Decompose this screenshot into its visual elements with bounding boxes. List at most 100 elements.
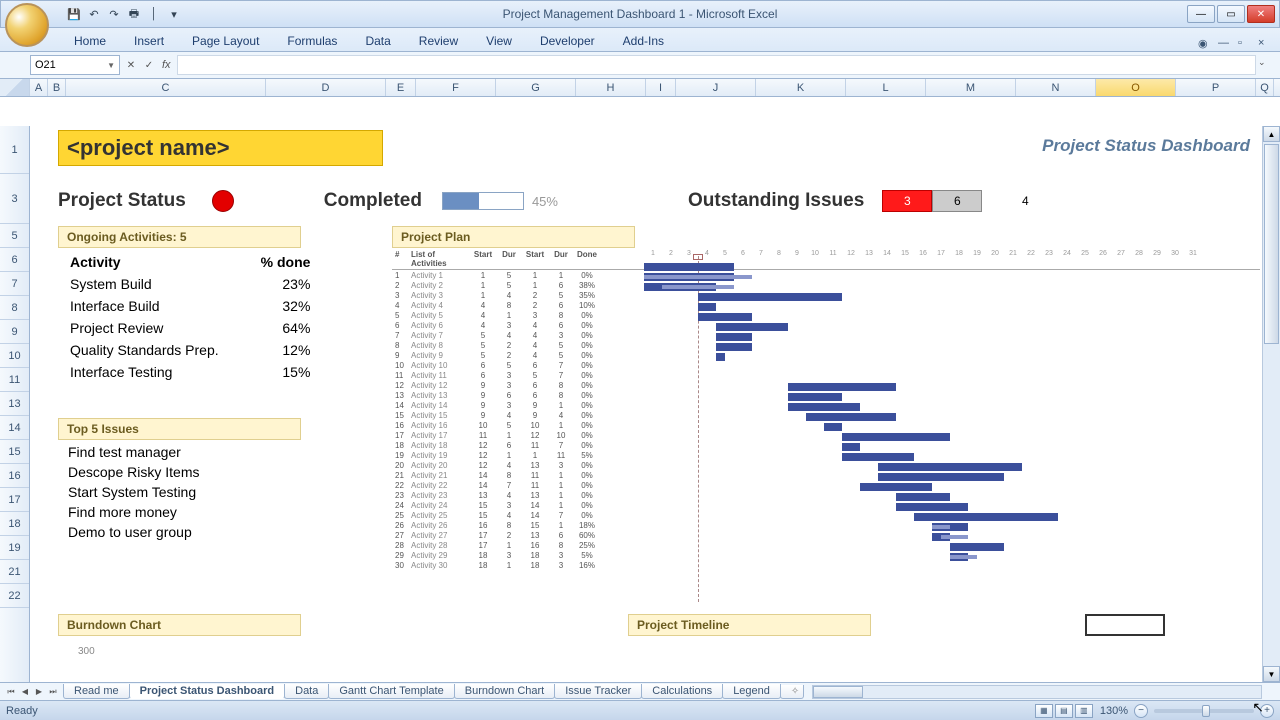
row-header-15[interactable]: 15 (0, 440, 29, 464)
col-header-P[interactable]: P (1176, 79, 1256, 96)
worksheet-cells[interactable]: <project name> Project Status Dashboard … (30, 126, 1280, 682)
col-header-D[interactable]: D (266, 79, 386, 96)
hscroll-thumb[interactable] (813, 686, 863, 698)
sheet-tab-issue-tracker[interactable]: Issue Tracker (554, 684, 642, 699)
expand-formula-icon[interactable]: ⌄ (1258, 57, 1274, 73)
gantt-bar (644, 263, 734, 271)
zoom-out-icon[interactable]: − (1134, 704, 1148, 718)
sheet-tab-gantt-chart-template[interactable]: Gantt Chart Template (328, 684, 454, 699)
ribbon-tab-insert[interactable]: Insert (120, 30, 178, 51)
ribbon-tab-view[interactable]: View (472, 30, 526, 51)
save-icon[interactable]: 💾 (65, 5, 83, 23)
ribbon-min-icon[interactable]: — (1218, 37, 1232, 51)
zoom-level[interactable]: 130% (1100, 705, 1128, 717)
qat-more-icon[interactable]: ▾ (165, 5, 183, 23)
row-header-17[interactable]: 17 (0, 488, 29, 512)
col-header-B[interactable]: B (48, 79, 66, 96)
col-header-G[interactable]: G (496, 79, 576, 96)
pagebreak-view-icon[interactable]: ▥ (1075, 704, 1093, 718)
gantt-bar (716, 343, 752, 351)
cancel-formula-icon[interactable]: ✕ (122, 56, 140, 74)
sheet-tab-burndown-chart[interactable]: Burndown Chart (454, 684, 556, 699)
scroll-down-icon[interactable]: ▼ (1263, 666, 1280, 682)
selected-cell[interactable] (1085, 614, 1165, 636)
undo-icon[interactable]: ↶ (85, 5, 103, 23)
vertical-scrollbar[interactable]: ▲ ▼ (1262, 126, 1280, 682)
sheet-tab-legend[interactable]: Legend (722, 684, 781, 699)
sheet-tab-calculations[interactable]: Calculations (641, 684, 723, 699)
zoom-thumb[interactable] (1202, 705, 1210, 717)
tab-first-icon[interactable]: ⏮ (4, 685, 18, 699)
titlebar: 💾 ↶ ↷ 🖶 │ ▾ Project Management Dashboard… (0, 0, 1280, 28)
row-header-3[interactable]: 3 (0, 174, 29, 224)
col-header-O[interactable]: O (1096, 79, 1176, 96)
col-header-K[interactable]: K (756, 79, 846, 96)
help-icon[interactable]: ◉ (1198, 37, 1212, 51)
name-box[interactable]: O21 ▼ (30, 55, 120, 75)
row-header-21[interactable]: 21 (0, 560, 29, 584)
gantt-bar (698, 313, 752, 321)
col-header-C[interactable]: C (66, 79, 266, 96)
redo-icon[interactable]: ↷ (105, 5, 123, 23)
row-header-22[interactable]: 22 (0, 584, 29, 608)
ribbon-tab-data[interactable]: Data (351, 30, 404, 51)
row-header-19[interactable]: 19 (0, 536, 29, 560)
row-header-5[interactable]: 5 (0, 224, 29, 248)
layout-view-icon[interactable]: ▤ (1055, 704, 1073, 718)
col-header-H[interactable]: H (576, 79, 646, 96)
col-header-Q[interactable]: Q (1256, 79, 1274, 96)
sheet-tab-data[interactable]: Data (284, 684, 329, 699)
project-name-cell[interactable]: <project name> (58, 130, 383, 166)
close-button[interactable]: ✕ (1247, 5, 1275, 23)
horizontal-scrollbar[interactable] (812, 685, 1262, 699)
mdi-restore-icon[interactable]: ▫ (1238, 37, 1252, 51)
tab-prev-icon[interactable]: ◀ (18, 685, 32, 699)
col-header-L[interactable]: L (846, 79, 926, 96)
select-all-button[interactable] (0, 79, 30, 96)
row-header-13[interactable]: 13 (0, 392, 29, 416)
row-header-1[interactable]: 1 (0, 126, 29, 174)
ribbon-tab-home[interactable]: Home (60, 30, 120, 51)
row-header-6[interactable]: 6 (0, 248, 29, 272)
col-header-F[interactable]: F (416, 79, 496, 96)
col-header-A[interactable]: A (30, 79, 48, 96)
new-sheet-button[interactable]: ✧ (780, 685, 804, 699)
sheet-tab-project-status-dashboard[interactable]: Project Status Dashboard (129, 684, 285, 699)
ribbon-tab-formulas[interactable]: Formulas (273, 30, 351, 51)
row-header-8[interactable]: 8 (0, 296, 29, 320)
col-header-I[interactable]: I (646, 79, 676, 96)
ribbon-tab-page-layout[interactable]: Page Layout (178, 30, 273, 51)
scroll-up-icon[interactable]: ▲ (1263, 126, 1280, 142)
tab-last-icon[interactable]: ⏭ (46, 685, 60, 699)
office-button[interactable] (5, 3, 49, 47)
zoom-in-icon[interactable]: + (1260, 704, 1274, 718)
minimize-button[interactable]: — (1187, 5, 1215, 23)
formula-input[interactable] (177, 55, 1256, 75)
col-header-M[interactable]: M (926, 79, 1016, 96)
mdi-close-icon[interactable]: × (1258, 37, 1272, 51)
zoom-slider[interactable] (1154, 709, 1254, 713)
row-header-10[interactable]: 10 (0, 344, 29, 368)
enter-formula-icon[interactable]: ✓ (140, 56, 158, 74)
col-header-N[interactable]: N (1016, 79, 1096, 96)
maximize-button[interactable]: ▭ (1217, 5, 1245, 23)
sheet-tab-read-me[interactable]: Read me (63, 684, 130, 699)
ribbon-tab-developer[interactable]: Developer (526, 30, 609, 51)
row-header-16[interactable]: 16 (0, 464, 29, 488)
progress-bar (442, 192, 524, 210)
print-icon[interactable]: 🖶 (125, 5, 143, 23)
col-header-J[interactable]: J (676, 79, 756, 96)
row-header-7[interactable]: 7 (0, 272, 29, 296)
tab-next-icon[interactable]: ▶ (32, 685, 46, 699)
col-header-E[interactable]: E (386, 79, 416, 96)
fx-icon[interactable]: fx (158, 59, 175, 71)
row-header-14[interactable]: 14 (0, 416, 29, 440)
row-header-11[interactable]: 11 (0, 368, 29, 392)
ribbon-tab-add-ins[interactable]: Add-Ins (609, 30, 678, 51)
namebox-dropdown-icon[interactable]: ▼ (107, 61, 115, 70)
ribbon-tab-review[interactable]: Review (405, 30, 472, 51)
row-header-18[interactable]: 18 (0, 512, 29, 536)
row-header-9[interactable]: 9 (0, 320, 29, 344)
normal-view-icon[interactable]: ▦ (1035, 704, 1053, 718)
vscroll-thumb[interactable] (1264, 144, 1279, 344)
